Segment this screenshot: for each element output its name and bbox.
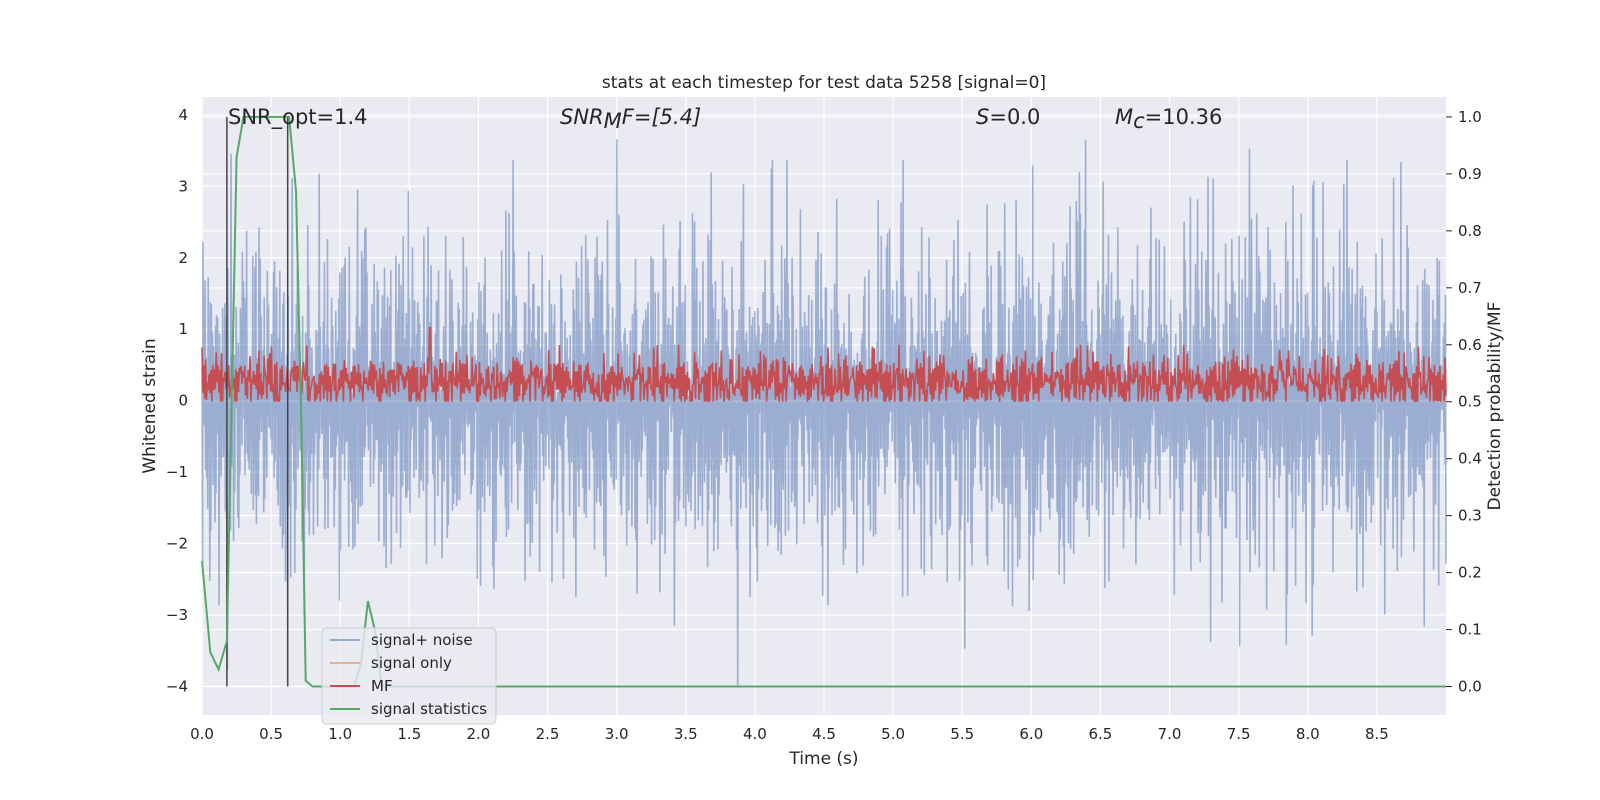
annotation-mc-rest: =10.36 <box>1145 105 1223 129</box>
x-tick-label: 7.5 <box>1227 725 1251 743</box>
legend: signal+ noise signal only MF signal stat… <box>321 627 497 725</box>
annotation-mc-var: M <box>1115 105 1133 129</box>
y2-tick-label: 0.2 <box>1458 564 1482 582</box>
y-tick-label: 1 <box>178 320 188 338</box>
x-tick-label: 4.0 <box>743 725 767 743</box>
x-tick-label: 3.0 <box>605 725 629 743</box>
x-tick-label: 5.0 <box>881 725 905 743</box>
x-tick-label: 6.5 <box>1089 725 1113 743</box>
annotation-snr-opt: SNR_opt=1.4 <box>228 105 368 130</box>
y2-tick-label: 0.6 <box>1458 336 1482 354</box>
legend-box <box>321 627 497 725</box>
legend-label-signal-statistics: signal statistics <box>371 700 487 718</box>
annotation-snr-mf-main: SNR <box>560 105 604 129</box>
y-tick-label: 4 <box>178 106 188 124</box>
y2-tick-label: 1.0 <box>1458 108 1482 126</box>
annotation-snr-mf: SNRMF=[5.4] <box>560 105 701 133</box>
x-tick-label: 2.5 <box>536 725 560 743</box>
annotation-mc-sub: c <box>1133 109 1145 133</box>
y-tick-label: −1 <box>166 463 188 481</box>
legend-label-mf: MF <box>371 677 393 695</box>
x-tick-label: 3.5 <box>674 725 698 743</box>
ticks: 0.0 0.5 1.0 1.5 2.0 2.5 3.0 3.5 4.0 4.5 5.0 5.5 6.0 6… <box>166 106 1482 743</box>
y2-axis-label: Detection probability/MF <box>1485 302 1505 511</box>
annotation-s-rest: =0.0 <box>989 105 1040 129</box>
series-signal-statistics <box>201 115 1446 688</box>
x-tick-label: 1.0 <box>328 725 352 743</box>
x-axis-label: Time (s) <box>788 749 858 769</box>
x-tick-label: 8.0 <box>1296 725 1320 743</box>
y2-tick-label: 0.8 <box>1458 222 1482 240</box>
y2-tick-label: 0.4 <box>1458 450 1482 468</box>
annotation-snr-mf-sub: M <box>604 109 622 133</box>
annotation-snr-mf-rest: F=[5.4] <box>622 105 701 129</box>
x-tick-label: 6.0 <box>1019 725 1043 743</box>
annotation-s: S=0.0 <box>976 105 1040 129</box>
x-tick-label: 7.0 <box>1158 725 1182 743</box>
y-tick-label: 0 <box>178 392 188 410</box>
y2-tick-label: 0.0 <box>1458 678 1482 696</box>
legend-label-signal-only: signal only <box>371 654 452 672</box>
y2-tick-label: 0.1 <box>1458 621 1482 639</box>
x-tick-label: 4.5 <box>812 725 836 743</box>
x-tick-label: 1.5 <box>397 725 421 743</box>
x-tick-label: 2.0 <box>467 725 491 743</box>
y2-tick-label: 0.7 <box>1458 279 1482 297</box>
x-tick-label: 0.5 <box>259 725 283 743</box>
annotation-s-var: S <box>976 105 989 129</box>
series-layer <box>201 115 1447 688</box>
chart-title: stats at each timestep for test data 525… <box>602 73 1046 93</box>
y-tick-label: 3 <box>178 177 188 195</box>
series-mf <box>201 326 1447 402</box>
y-tick-label: −4 <box>166 677 188 695</box>
y-tick-label: −2 <box>166 535 188 553</box>
y2-tick-label: 0.9 <box>1458 165 1482 183</box>
x-tick-label: 8.5 <box>1365 725 1389 743</box>
x-tick-label: 0.0 <box>190 725 214 743</box>
y-axis-label: Whitened strain <box>140 338 160 473</box>
annotation-mc: Mc=10.36 <box>1115 105 1222 133</box>
legend-label-signal-noise: signal+ noise <box>371 631 473 649</box>
y2-tick-label: 0.3 <box>1458 507 1482 525</box>
y-tick-label: 2 <box>178 249 188 267</box>
y2-tick-label: 0.5 <box>1458 393 1482 411</box>
x-tick-label: 5.5 <box>950 725 974 743</box>
y-tick-label: −3 <box>166 606 188 624</box>
